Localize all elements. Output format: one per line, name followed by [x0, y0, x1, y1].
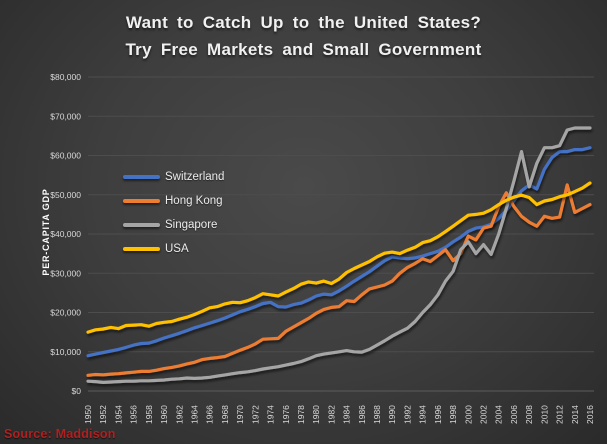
y-tick-label: $10,000: [50, 347, 81, 357]
x-tick-label: 1992: [402, 405, 412, 424]
x-tick-label: 2006: [509, 405, 519, 424]
y-tick-label: $80,000: [50, 72, 81, 82]
x-tick-label: 2010: [539, 405, 549, 424]
legend: Switzerland Hong Kong Singapore USA: [123, 165, 224, 261]
y-tick-label: $20,000: [50, 308, 81, 318]
x-tick-label: 2000: [463, 405, 473, 424]
x-tick-label: 1966: [205, 405, 215, 424]
x-tick-label: 1998: [448, 405, 458, 424]
x-tick-label: 1962: [174, 405, 184, 424]
legend-label-switzerland: Switzerland: [165, 171, 225, 183]
series-line-hong-kong: [86, 183, 592, 377]
series-lines: [86, 126, 592, 384]
usa-line-swatch: [123, 247, 160, 251]
x-tick-label: 2002: [479, 405, 489, 424]
y-tick-label: $70,000: [50, 111, 81, 121]
source-credit: Source: Maddison: [4, 427, 116, 441]
x-tick-label: 2014: [570, 405, 580, 424]
x-tick-label: 1980: [311, 405, 321, 424]
legend-label-singapore: Singapore: [165, 219, 218, 231]
hong-kong-line-swatch: [123, 199, 160, 203]
legend-item-usa: USA: [123, 237, 224, 261]
x-tick-label: 2004: [494, 405, 504, 424]
x-tick-label: 1976: [281, 405, 291, 424]
gridlines: [88, 76, 594, 392]
x-tick-label: 1970: [235, 405, 245, 424]
chart-title-line1: Want to Catch Up to the United States?: [125, 13, 482, 32]
x-tick-label: 1968: [220, 405, 230, 424]
x-tick-label: 1994: [418, 405, 428, 424]
x-tick-label: 2012: [555, 405, 565, 424]
y-axis-title: PER-CAPITA GDP: [41, 188, 51, 275]
x-tick-label: 2008: [524, 405, 534, 424]
x-tick-label: 1978: [296, 405, 306, 424]
legend-item-switzerland: Switzerland: [123, 165, 224, 189]
chart-title-line2: Try Free Markets and Small Government: [125, 40, 482, 59]
x-tick-label: 1954: [113, 405, 123, 424]
legend-label-hong-kong: Hong Kong: [165, 195, 223, 207]
x-tick-label: 1996: [433, 405, 443, 424]
switzerland-line-swatch: [123, 175, 160, 179]
legend-item-hong-kong: Hong Kong: [123, 189, 224, 213]
x-tick-label: 1958: [144, 405, 154, 424]
x-tick-label: 1986: [357, 405, 367, 424]
y-tick-label: $30,000: [50, 268, 81, 278]
y-axis-tick-labels: $0 $10,000 $20,000 $30,000 $40,000 $50,000 $60…: [50, 72, 81, 396]
x-tick-label: 1984: [342, 405, 352, 424]
y-tick-label: $50,000: [50, 190, 81, 200]
y-tick-label: $60,000: [50, 151, 81, 161]
y-tick-label: $40,000: [50, 229, 81, 239]
series-line-usa: [86, 181, 592, 334]
legend-label-usa: USA: [165, 243, 189, 255]
x-axis-tick-labels: 1950 1952 1954 1956 1958 1960 1962 1964 1966 1968…: [83, 405, 595, 424]
x-tick-label: 1972: [250, 405, 260, 424]
x-tick-label: 1974: [266, 405, 276, 424]
x-tick-label: 1964: [189, 405, 199, 424]
x-tick-label: 1988: [372, 405, 382, 424]
legend-item-singapore: Singapore: [123, 213, 224, 237]
chart-title: Want to Catch Up to the United States? T…: [0, 9, 607, 63]
x-tick-label: 2016: [585, 405, 595, 424]
x-tick-label: 1956: [129, 405, 139, 424]
x-tick-label: 1952: [98, 405, 108, 424]
x-tick-label: 1950: [83, 405, 93, 424]
x-tick-label: 1990: [387, 405, 397, 424]
series-line-singapore: [86, 126, 592, 384]
x-tick-label: 1960: [159, 405, 169, 424]
x-tick-label: 1982: [326, 405, 336, 424]
singapore-line-swatch: [123, 223, 160, 227]
y-tick-label: $0: [72, 386, 82, 396]
